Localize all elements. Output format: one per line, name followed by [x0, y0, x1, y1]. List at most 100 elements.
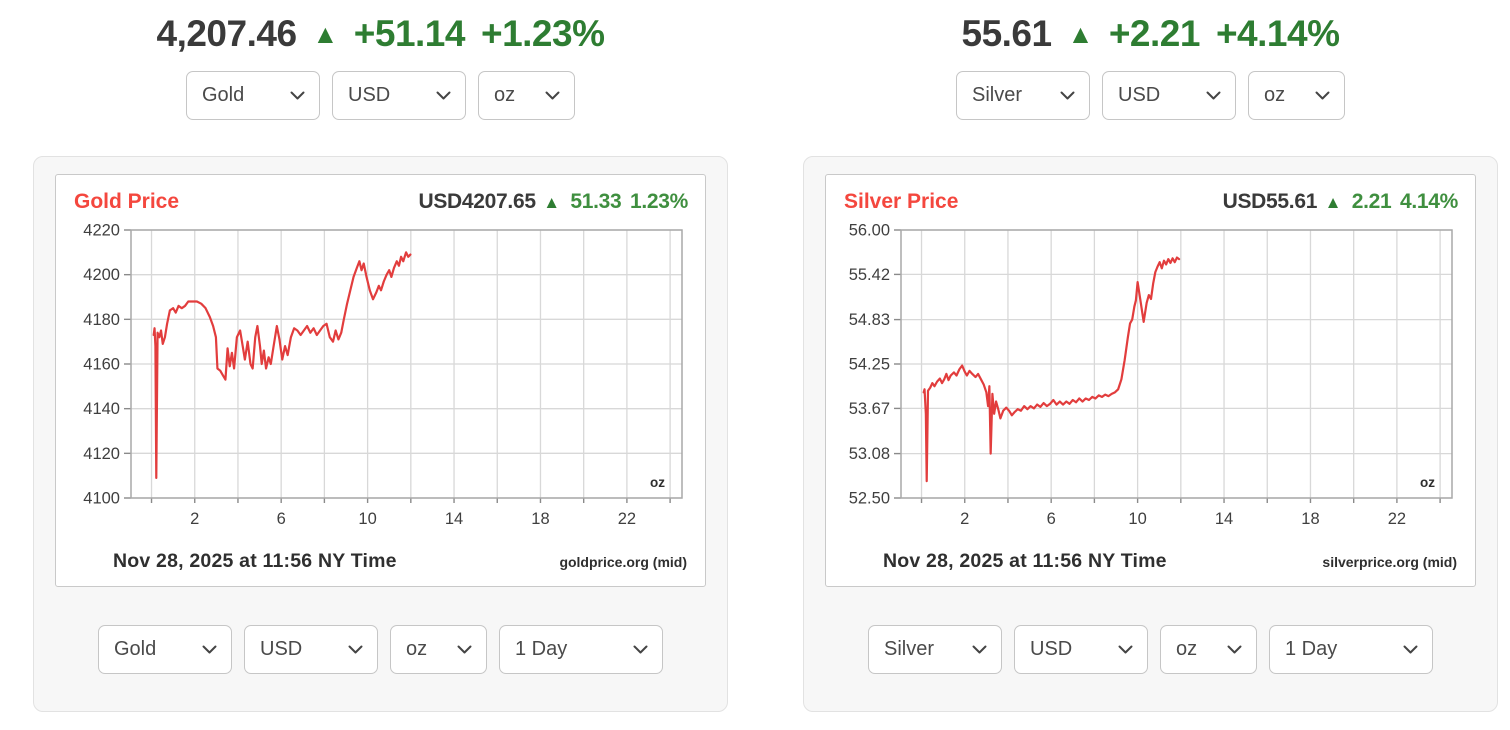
silver-chart-change: 2.21: [1351, 190, 1392, 213]
svg-text:oz: oz: [1420, 475, 1435, 490]
svg-text:oz: oz: [650, 475, 665, 490]
currency-select[interactable]: USD: [244, 625, 378, 674]
chevron-down-icon: [348, 645, 363, 654]
chevron-down-icon: [972, 645, 987, 654]
currency-select[interactable]: USD: [1014, 625, 1148, 674]
svg-text:4160: 4160: [83, 356, 120, 374]
gold-chart-card: Gold Price USD4207.65 ▲ 51.33 1.23% 4220…: [33, 156, 728, 712]
svg-text:53.67: 53.67: [849, 400, 890, 418]
currency-select-value: USD: [1030, 638, 1073, 660]
silver-summary: 55.61 ▲ +2.21 +4.14%: [803, 12, 1498, 59]
svg-text:10: 10: [1128, 510, 1146, 528]
silver-chart-change-percent: 4.14%: [1399, 190, 1458, 213]
svg-text:4180: 4180: [83, 311, 120, 329]
currency-select[interactable]: USD: [1102, 71, 1236, 120]
chart-timestamp: Nov 28, 2025 at 11:56 NY Time: [883, 550, 1167, 572]
up-arrow-icon: ▲: [312, 19, 339, 49]
silver-bottom-selects: Silver USD oz: [825, 625, 1476, 674]
currency-select[interactable]: USD: [332, 71, 466, 120]
gold-chart-title: Gold Price: [74, 190, 180, 213]
currency-select-value: USD: [348, 84, 391, 106]
gold-price-chart: 4220 4200 4180 4160 4140 4120 4100 2 6 10 14 18 22 oz: [83, 222, 683, 528]
silver-change-percent: +4.14%: [1215, 13, 1340, 54]
chevron-down-icon: [1118, 645, 1133, 654]
metal-price-widgets: 4,207.46 ▲ +51.14 +1.23% Gold USD oz: [33, 12, 1498, 712]
svg-text:54.25: 54.25: [849, 356, 890, 374]
gold-chart-box: Gold Price USD4207.65 ▲ 51.33 1.23% 4220…: [55, 174, 706, 587]
chevron-down-icon: [457, 645, 472, 654]
svg-text:4140: 4140: [83, 400, 120, 418]
chevron-down-icon: [1060, 91, 1075, 100]
currency-select-value: USD: [1118, 84, 1161, 106]
metal-select-value: Gold: [202, 84, 245, 106]
period-select-value: 1 Day: [1285, 638, 1338, 660]
currency-select-value: USD: [260, 638, 303, 660]
svg-text:2: 2: [960, 510, 969, 528]
up-arrow-icon: ▲: [1324, 193, 1342, 212]
period-select[interactable]: 1 Day: [1269, 625, 1433, 674]
svg-text:2: 2: [190, 510, 199, 528]
period-select[interactable]: 1 Day: [499, 625, 663, 674]
unit-select-value: oz: [406, 638, 428, 660]
gold-chart-footer: Nov 28, 2025 at 11:56 NY Time goldprice.…: [69, 544, 692, 573]
up-arrow-icon: ▲: [1067, 19, 1094, 49]
silver-chart-quote: USD55.61 ▲ 2.21 4.14%: [1222, 190, 1459, 214]
metal-select[interactable]: Gold: [98, 625, 232, 674]
silver-panel: 55.61 ▲ +2.21 +4.14% Silver USD oz: [803, 12, 1498, 712]
gold-top-selects: Gold USD oz: [33, 71, 728, 120]
silver-chart-box: Silver Price USD55.61 ▲ 2.21 4.14% 56.00…: [825, 174, 1476, 587]
chart-source: silverprice.org (mid): [1322, 554, 1457, 570]
period-select-value: 1 Day: [515, 638, 568, 660]
svg-text:22: 22: [618, 510, 636, 528]
metal-select-value: Gold: [114, 638, 157, 660]
chevron-down-icon: [290, 91, 305, 100]
unit-select[interactable]: oz: [1248, 71, 1345, 120]
unit-select[interactable]: oz: [478, 71, 575, 120]
gold-chart-quote: USD4207.65 ▲ 51.33 1.23%: [418, 190, 688, 214]
gold-chart-change-percent: 1.23%: [629, 190, 688, 213]
svg-text:6: 6: [1047, 510, 1056, 528]
svg-text:6: 6: [277, 510, 286, 528]
svg-text:14: 14: [1215, 510, 1233, 528]
svg-text:4100: 4100: [83, 490, 120, 508]
gold-change-percent: +1.23%: [480, 13, 605, 54]
metal-select[interactable]: Gold: [186, 71, 320, 120]
svg-text:53.08: 53.08: [849, 445, 890, 463]
chevron-down-icon: [436, 91, 451, 100]
unit-select-value: oz: [1176, 638, 1198, 660]
metal-select[interactable]: Silver: [868, 625, 1002, 674]
chevron-down-icon: [545, 91, 560, 100]
gold-chart-change: 51.33: [570, 190, 622, 213]
chevron-down-icon: [1227, 645, 1242, 654]
gold-chart-price: USD4207.65: [418, 190, 536, 213]
metal-select-value: Silver: [972, 84, 1023, 106]
svg-text:54.83: 54.83: [849, 311, 890, 329]
unit-select[interactable]: oz: [1160, 625, 1257, 674]
svg-text:18: 18: [1301, 510, 1319, 528]
chevron-down-icon: [1403, 645, 1418, 654]
chart-timestamp: Nov 28, 2025 at 11:56 NY Time: [113, 550, 397, 572]
unit-select[interactable]: oz: [390, 625, 487, 674]
gold-bottom-selects: Gold USD oz: [55, 625, 706, 674]
metal-select-value: Silver: [884, 638, 935, 660]
svg-text:22: 22: [1388, 510, 1406, 528]
silver-chart-price: USD55.61: [1222, 190, 1318, 213]
chevron-down-icon: [1206, 91, 1221, 100]
silver-change-value: +2.21: [1108, 13, 1201, 54]
metal-select[interactable]: Silver: [956, 71, 1090, 120]
silver-chart-header: Silver Price USD55.61 ▲ 2.21 4.14%: [839, 188, 1462, 222]
chevron-down-icon: [1315, 91, 1330, 100]
up-arrow-icon: ▲: [543, 193, 560, 212]
svg-text:4120: 4120: [83, 445, 120, 463]
chart-source: goldprice.org (mid): [559, 554, 687, 570]
silver-top-selects: Silver USD oz: [803, 71, 1498, 120]
silver-price-value: 55.61: [961, 13, 1053, 54]
svg-text:10: 10: [358, 510, 376, 528]
svg-text:55.42: 55.42: [849, 266, 890, 284]
svg-text:14: 14: [445, 510, 463, 528]
silver-chart-title: Silver Price: [844, 190, 959, 213]
unit-select-value: oz: [494, 84, 516, 106]
silver-chart-card: Silver Price USD55.61 ▲ 2.21 4.14% 56.00…: [803, 156, 1498, 712]
gold-change-value: +51.14: [353, 13, 466, 54]
chevron-down-icon: [633, 645, 648, 654]
